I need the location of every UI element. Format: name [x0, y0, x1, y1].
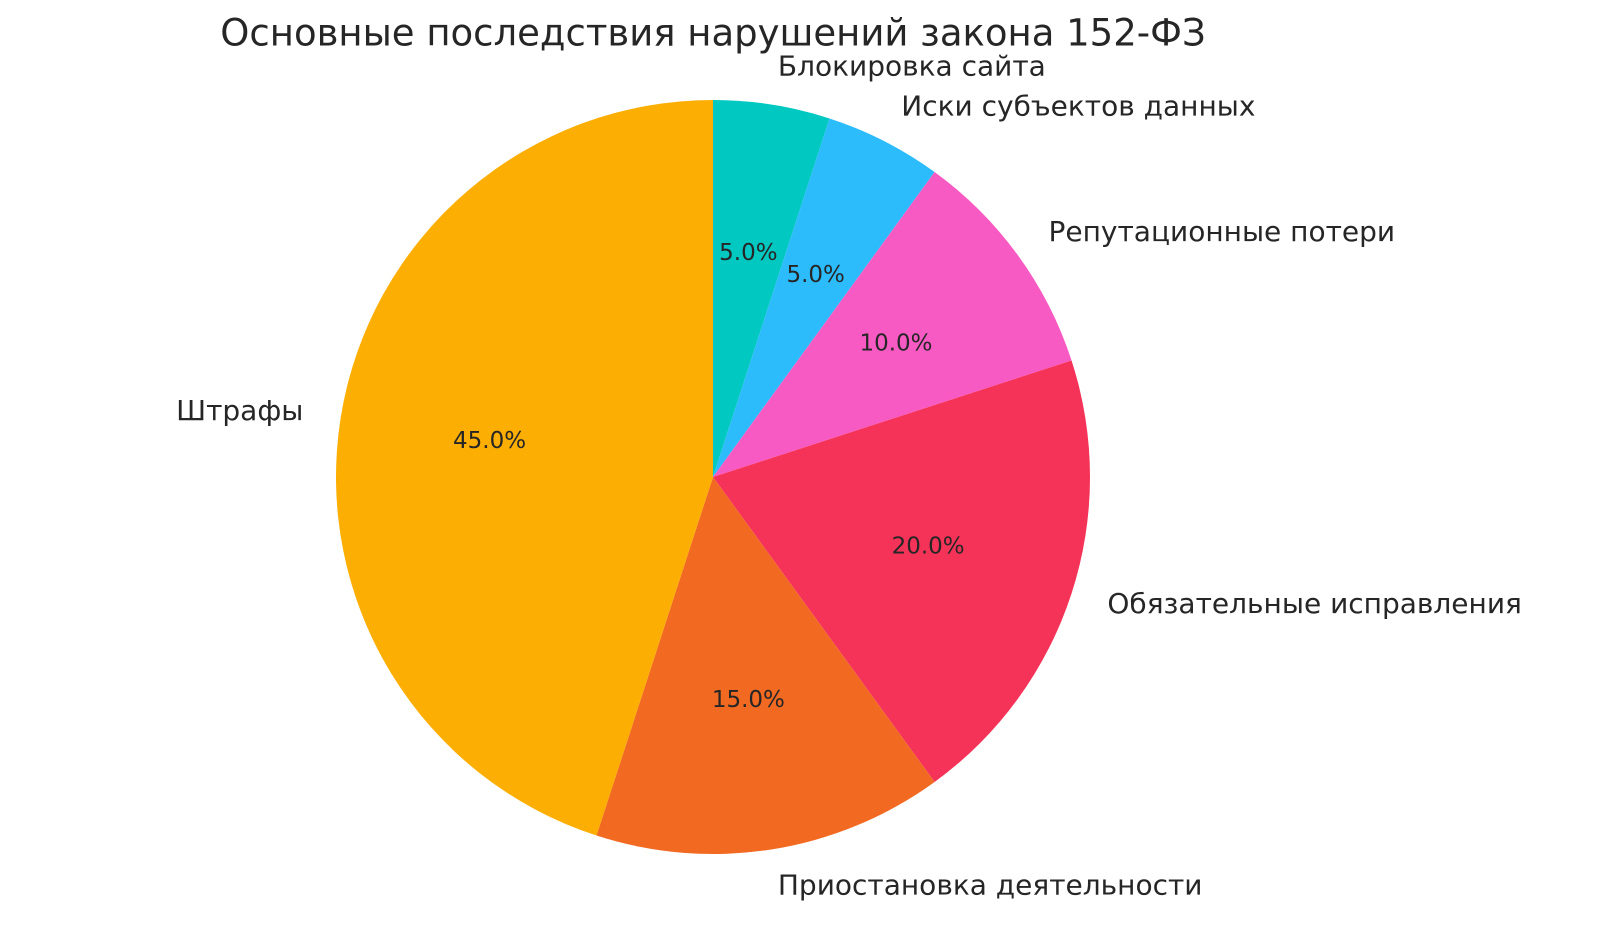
value-label: 45.0% — [453, 428, 526, 454]
slice-label: Штрафы — [176, 394, 303, 427]
pie-slice — [713, 360, 1090, 782]
pie-slice — [336, 100, 713, 836]
slice-label: Блокировка сайта — [778, 49, 1046, 82]
slice-label: Репутационные потери — [1048, 215, 1395, 248]
value-label: 10.0% — [859, 331, 932, 357]
pie-slice — [713, 172, 1072, 477]
pie-slice — [713, 118, 935, 477]
value-label: 5.0% — [786, 262, 844, 288]
pie-slice — [596, 477, 935, 854]
value-label: 20.0% — [892, 533, 965, 559]
slice-label: Приостановка деятельности — [778, 869, 1203, 902]
chart-title: Основные последствия нарушений закона 15… — [220, 12, 1205, 55]
value-label: 5.0% — [719, 240, 777, 266]
value-label: 15.0% — [712, 687, 785, 713]
slice-label: Иски субъектов данных — [901, 89, 1255, 122]
pie-slice — [713, 100, 830, 477]
slice-label: Обязательные исправления — [1107, 587, 1521, 620]
